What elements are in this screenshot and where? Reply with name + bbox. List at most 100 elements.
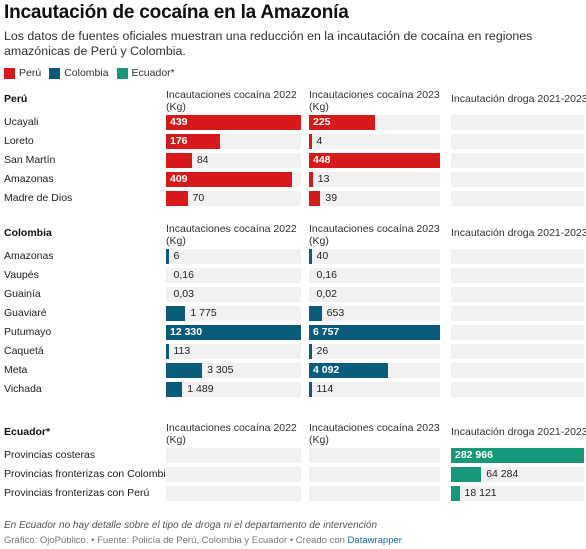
legend-item-ecuador: Ecuador* — [116, 67, 175, 79]
bar-value-label: 3 305 — [207, 364, 234, 376]
bar-value-label: 64 284 — [486, 468, 519, 480]
source-line: Gráfico: OjoPúblico. • Fuente: Policía d… — [4, 535, 402, 546]
bar-value-label: 0,16 — [173, 269, 194, 281]
cell-background — [451, 249, 584, 264]
bar-value-label: 114 — [316, 383, 334, 395]
row-label: Provincias costeras — [4, 449, 96, 461]
bar-value-label: 448 — [313, 154, 331, 166]
cell-background — [309, 344, 440, 359]
section-title: Colombia — [4, 227, 52, 239]
bar-value-label: 439 — [170, 116, 188, 128]
cell-background — [309, 306, 440, 321]
cell-background — [166, 344, 301, 359]
cell-background — [451, 191, 584, 206]
cell-background — [451, 344, 584, 359]
bar — [309, 363, 389, 378]
bar — [309, 325, 440, 340]
bar-value-label: 70 — [192, 192, 205, 204]
chart-title: Incautación de cocaína en la Amazonía — [4, 2, 349, 23]
bar — [166, 115, 301, 130]
row-label: Meta — [4, 364, 28, 376]
bar-value-label: 4 — [316, 135, 323, 147]
cell-background — [451, 268, 584, 283]
bar-value-label: 39 — [325, 192, 338, 204]
legend-swatch-colombia — [49, 67, 61, 79]
column-header: Incautación droga 2021-2023 — [451, 426, 586, 438]
legend-label-peru: Perú — [19, 67, 42, 79]
cell-background — [166, 268, 301, 283]
bar-value-label: 4 092 — [313, 364, 340, 376]
cell-background — [451, 486, 584, 501]
bar-value-label: 18 121 — [464, 487, 497, 499]
row-label: Vichada — [4, 383, 42, 395]
row-label: Amazonas — [4, 250, 54, 262]
legend-swatch-ecuador — [116, 67, 128, 79]
section-title: Ecuador* — [4, 426, 51, 438]
row-label: Provincias fronterizas con Colombia — [4, 468, 172, 480]
bar-value-label: 0,02 — [316, 288, 337, 300]
legend-swatch-peru — [4, 67, 15, 79]
bar-value-label: 13 — [317, 173, 330, 185]
legend-label-colombia: Colombia — [64, 67, 109, 79]
cell-background — [309, 382, 440, 397]
row-label: Amazonas — [4, 173, 54, 185]
bar-value-label: 0,16 — [316, 269, 337, 281]
row-label: Loreto — [4, 135, 34, 147]
cell-background — [166, 486, 301, 501]
bar — [166, 249, 169, 264]
section-title: Perú — [4, 93, 28, 105]
bar-value-label: 409 — [170, 173, 188, 185]
column-header: Incautaciones cocaína 2023 (Kg) — [309, 223, 440, 247]
cell-background — [166, 382, 301, 397]
cell-background — [309, 486, 440, 501]
cell-background — [451, 287, 584, 302]
bar — [166, 306, 186, 321]
cell-background — [451, 115, 584, 130]
source-text: Gráfico: OjoPúblico. • Fuente: Policía d… — [4, 535, 345, 546]
bar — [309, 249, 312, 264]
datawrapper-link[interactable]: Datawrapper — [347, 535, 402, 546]
bar — [309, 382, 312, 397]
bar-value-label: 6 757 — [313, 326, 340, 338]
bar-value-label: 1 489 — [187, 383, 214, 395]
footnote: En Ecuador no hay detalle sobre el tipo … — [4, 520, 378, 531]
cell-background — [451, 134, 584, 149]
bar — [166, 172, 292, 187]
row-label: Caquetá — [4, 345, 44, 357]
legend: Perú Colombia Ecuador* — [4, 67, 183, 79]
bar-value-label: 1 775 — [190, 307, 217, 319]
cell-background — [309, 191, 440, 206]
row-label: Guaviaré — [4, 307, 47, 319]
column-header: Incautaciones cocaína 2023 (Kg) — [309, 422, 440, 446]
cell-background — [451, 363, 584, 378]
bar — [309, 134, 312, 149]
cell-background — [166, 287, 301, 302]
bar — [309, 153, 440, 168]
bar — [166, 325, 301, 340]
chart-subtitle: Los datos de fuentes oficiales muestran … — [4, 29, 533, 58]
bar-value-label: 0,03 — [173, 288, 194, 300]
column-header: Incautación droga 2021-2023 — [451, 227, 586, 239]
bar-value-label: 40 — [316, 250, 329, 262]
column-header: Incautaciones cocaína 2022 (Kg) — [166, 223, 297, 247]
row-label: Madre de Dios — [4, 192, 73, 204]
cell-background — [451, 172, 584, 187]
cell-background — [166, 448, 301, 463]
bar — [309, 172, 313, 187]
cell-background — [309, 287, 440, 302]
legend-item-peru: Perú — [4, 67, 41, 79]
cell-background — [309, 448, 440, 463]
bar — [166, 344, 169, 359]
cell-background — [309, 134, 440, 149]
cell-background — [451, 306, 584, 321]
bar — [166, 153, 192, 168]
cell-background — [451, 153, 584, 168]
cell-background — [309, 249, 440, 264]
column-header: Incautación droga 2021-2023 — [451, 93, 586, 105]
column-header: Incautaciones cocaína 2022 (Kg) — [166, 422, 297, 446]
bar — [451, 448, 584, 463]
row-label: Ucayali — [4, 116, 39, 128]
cell-background — [451, 382, 584, 397]
cell-background — [166, 153, 301, 168]
bar — [309, 344, 312, 359]
